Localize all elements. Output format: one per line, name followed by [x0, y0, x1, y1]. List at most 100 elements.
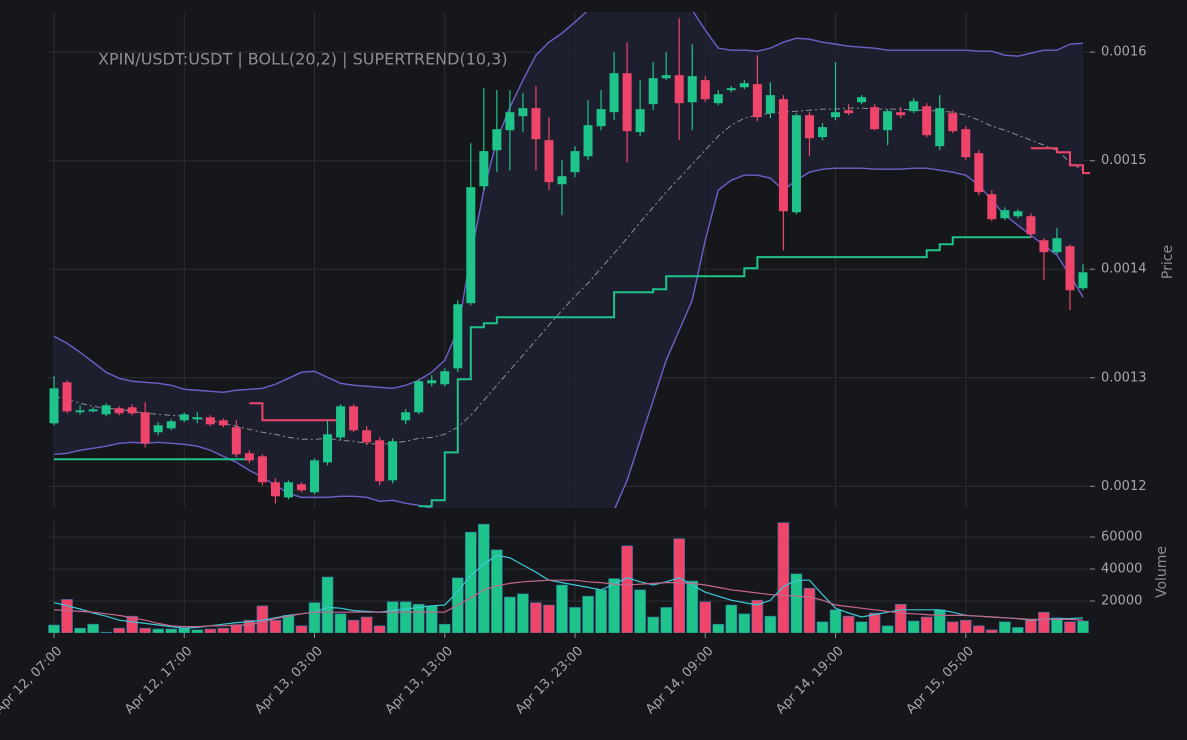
candle-body	[218, 420, 228, 426]
candle-body	[401, 412, 411, 421]
volume-bar	[777, 522, 790, 633]
price-panel	[49, 12, 1090, 508]
candle-body	[336, 406, 346, 438]
volume-panel	[48, 522, 1089, 633]
candle-body	[739, 83, 749, 88]
volume-bar	[972, 625, 985, 633]
y-tick-label: 0.0015	[1101, 153, 1147, 168]
volume-bar	[569, 607, 581, 633]
y-tick-label: 60000	[1101, 530, 1142, 545]
volume-bar	[269, 619, 282, 633]
candle-body	[388, 441, 398, 481]
candle-body	[362, 430, 372, 443]
volume-bar	[48, 624, 60, 633]
volume-ma-line	[53, 554, 1084, 629]
candle-body	[700, 80, 710, 100]
candle-body	[427, 380, 437, 384]
y-tick-label: 0.0012	[1101, 479, 1147, 494]
candle-body	[283, 482, 293, 498]
candle-body	[687, 76, 697, 103]
candle-body	[961, 129, 971, 158]
volume-bar	[465, 531, 477, 633]
candle-body	[557, 176, 567, 185]
candle-body	[179, 414, 189, 421]
candle-body	[922, 106, 932, 136]
volume-bar	[412, 603, 425, 633]
candle-body	[492, 129, 502, 151]
candle-body	[531, 108, 541, 140]
candle-body	[622, 73, 632, 132]
volume-bar	[959, 619, 972, 633]
candle-body	[909, 101, 919, 112]
volume-bar	[894, 603, 907, 633]
volume-bar	[204, 628, 217, 633]
volume-bar	[126, 615, 138, 633]
y-tick-label: 0.0013	[1101, 370, 1147, 385]
volume-bar	[1064, 621, 1076, 633]
candle-body	[310, 460, 320, 493]
candle-body	[713, 94, 723, 104]
volume-bar	[999, 621, 1011, 633]
candle-body	[544, 140, 554, 183]
volume-bar	[334, 613, 347, 633]
volume-bar	[139, 627, 151, 633]
candle-body	[75, 410, 85, 413]
candle-body	[296, 484, 306, 491]
candle-body	[231, 427, 241, 455]
candle-body	[857, 97, 867, 103]
candle-body	[817, 127, 827, 138]
candle-body	[570, 151, 580, 173]
candle-body	[466, 187, 476, 304]
candle-body	[844, 110, 854, 114]
volume-bar	[933, 609, 946, 633]
candle-body	[1026, 216, 1036, 235]
chart-title: XPIN/USDT:USDT | BOLL(20,2) | SUPERTREND…	[98, 50, 508, 69]
candle-body	[479, 151, 489, 187]
volume-bar	[152, 628, 165, 633]
volume-bar	[217, 627, 230, 633]
candle-body	[375, 440, 385, 482]
supertrend-line	[54, 236, 1031, 508]
volume-bar	[764, 615, 777, 633]
candle-body	[244, 453, 254, 461]
volume-bar	[712, 623, 725, 633]
volume-bar	[1051, 617, 1063, 633]
candle-body	[765, 95, 775, 114]
volume-bar	[1077, 620, 1089, 633]
volume-bar	[673, 538, 686, 633]
volume-bar	[582, 595, 594, 633]
candle-body	[153, 425, 163, 433]
volume-bar	[608, 578, 620, 633]
volume-bar	[100, 631, 112, 633]
candle-body	[661, 75, 671, 79]
volume-bar	[920, 616, 933, 633]
volume-bar	[1012, 627, 1024, 633]
volume-bar	[842, 615, 855, 633]
volume-bar	[61, 599, 73, 633]
candle-body	[804, 115, 814, 139]
candle-body	[583, 125, 593, 157]
volume-bar	[790, 573, 803, 633]
y-axis-label: Volume	[1154, 546, 1170, 598]
candle-body	[453, 304, 463, 369]
volume-bar	[321, 576, 334, 633]
candle-body	[948, 113, 958, 132]
volume-bar	[1025, 619, 1037, 633]
candle-body	[49, 388, 59, 424]
candle-body	[1065, 246, 1075, 291]
candle-body	[1078, 272, 1088, 289]
volume-bar	[504, 596, 516, 633]
candle-body	[596, 109, 606, 127]
y-axis-label: Price	[1160, 245, 1176, 279]
volume-bar	[87, 623, 99, 633]
candle-body	[648, 78, 658, 105]
bollinger-band	[53, 12, 1084, 394]
volume-bar	[556, 584, 568, 633]
candle-body	[166, 421, 176, 429]
volume-bar	[386, 601, 399, 633]
candle-body	[883, 111, 893, 131]
supertrend-line	[249, 147, 1090, 422]
y-tick-label: 0.0014	[1101, 262, 1147, 277]
candle-body	[974, 153, 984, 193]
candle-body	[440, 371, 450, 385]
